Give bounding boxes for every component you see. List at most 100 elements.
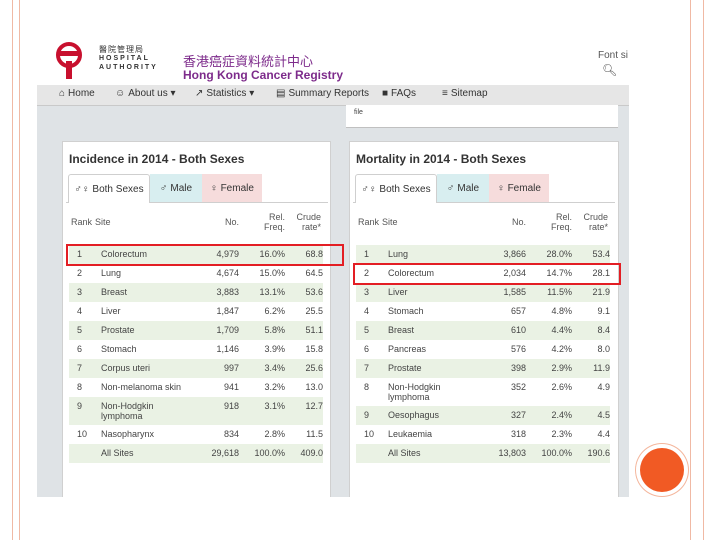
table-row: 7 Corpus uteri 997 3.4% 25.6	[69, 359, 323, 378]
tab-label: Male	[170, 183, 193, 194]
cell-rate: 11.9	[593, 363, 610, 373]
nav-item-statistics[interactable]: ↗ Statistics ▾	[195, 88, 254, 99]
table-row: 10 Leukaemia 318 2.3% 4.4	[356, 425, 610, 444]
table-row: 1 Lung 3,866 28.0% 53.4	[356, 245, 610, 264]
cell-rel: 100.0%	[254, 448, 285, 458]
home-icon: ⌂	[59, 88, 66, 99]
column-header-no: No.	[511, 217, 526, 227]
table-row: 2 Colorectum 2,034 14.7% 28.1	[356, 264, 610, 283]
table-row: 6 Stomach 1,146 3.9% 15.8	[69, 340, 323, 359]
cell-no: 1,585	[503, 287, 526, 297]
cell-rel: 16.0%	[259, 249, 285, 259]
table-row: 3 Liver 1,585 11.5% 21.9	[356, 283, 610, 302]
nav-item-label: Sitemap	[450, 88, 488, 99]
nav-item-label: About us	[128, 88, 168, 99]
cell-rate: 190.6	[587, 448, 610, 458]
top-card: file	[346, 105, 618, 128]
tab-female[interactable]: ♀ Female	[202, 174, 262, 202]
logo-english-line1: HOSPITAL	[99, 55, 150, 62]
nav-item-sitemap[interactable]: ≡ Sitemap	[442, 88, 488, 99]
tab-both-sexes[interactable]: ♂♀ Both Sexes	[355, 174, 437, 203]
cell-rel: 3.4%	[264, 363, 285, 373]
cell-rank: 1	[364, 249, 370, 259]
cell-site: Breast	[101, 287, 128, 297]
incidence-panel: Incidence in 2014 - Both Sexes ♂♀ Both Se…	[62, 141, 331, 497]
cell-site: Non-Hodgkin lymphoma	[388, 382, 441, 402]
table-row: 7 Prostate 398 2.9% 11.9	[356, 359, 610, 378]
male-icon: ♂	[159, 183, 168, 194]
table-row: All Sites 13,803 100.0% 190.6	[356, 444, 610, 463]
table-row: 10 Nasopharynx 834 2.8% 11.5	[69, 425, 323, 444]
cell-rank: 10	[364, 429, 375, 439]
logo-english-line2: AUTHORITY	[99, 64, 158, 71]
cell-no: 1,709	[216, 325, 239, 335]
tab-male[interactable]: ♂ Male	[150, 174, 202, 202]
cell-no: 29,618	[211, 448, 239, 458]
cell-no: 834	[223, 429, 239, 439]
table-row: 4 Stomach 657 4.8% 9.1	[356, 302, 610, 321]
cell-rate: 51.1	[305, 325, 323, 335]
cell-rank: 7	[364, 363, 370, 373]
table-row: 4 Liver 1,847 6.2% 25.5	[69, 302, 323, 321]
nav-item-about-us[interactable]: ☺ About us ▾	[115, 88, 176, 99]
cell-rel: 13.1%	[259, 287, 285, 297]
cell-site: Non-Hodgkin lymphoma	[101, 401, 154, 421]
cell-rel: 2.4%	[551, 410, 572, 420]
cell-rank: 6	[364, 344, 370, 354]
incidence-title: Incidence in 2014 - Both Sexes	[69, 152, 245, 166]
cell-rate: 25.6	[305, 363, 323, 373]
cell-rate: 11.5	[306, 429, 323, 439]
tab-male[interactable]: ♂ Male	[437, 174, 489, 202]
tab-female[interactable]: ♀ Female	[489, 174, 549, 202]
nav-item-summary-reports[interactable]: ▤ Summary Reports	[276, 88, 369, 99]
cell-rank: 8	[77, 382, 83, 392]
column-header-rank: Rank	[358, 217, 380, 227]
cell-rel: 2.8%	[264, 429, 285, 439]
female-icon: ♀	[497, 183, 505, 194]
cell-rel: 100.0%	[541, 448, 572, 458]
cell-rank: 6	[77, 344, 83, 354]
tab-both-sexes[interactable]: ♂♀ Both Sexes	[68, 174, 150, 203]
cell-rate: 28.1	[592, 268, 610, 278]
cell-rank: 7	[77, 363, 83, 373]
cell-no: 657	[510, 306, 526, 316]
cell-rate: 4.9	[597, 382, 610, 392]
table-row: 5 Prostate 1,709 5.8% 51.1	[69, 321, 323, 340]
cell-no: 4,979	[216, 249, 239, 259]
nav-item-home[interactable]: ⌂ Home	[59, 88, 95, 99]
top-card-text: file	[354, 109, 363, 116]
table-row: 9 Non-Hodgkin lymphoma 918 3.1% 12.7	[69, 397, 323, 425]
sitemap-icon: ≡	[442, 88, 448, 99]
cell-site: Oesophagus	[388, 410, 440, 420]
highlight-box-colorectum-incidence	[66, 244, 344, 266]
nav-item-label: Summary Reports	[288, 88, 370, 99]
search-icon[interactable]: 🔍︎	[602, 63, 618, 77]
cell-no: 3,866	[503, 249, 526, 259]
column-header-rank: Rank	[71, 217, 93, 227]
table-row: 8 Non-melanoma skin 941 3.2% 13.0	[69, 378, 323, 397]
cell-rank: 4	[364, 306, 370, 316]
cell-no: 1,146	[216, 344, 239, 354]
incidence-tabs: ♂♀ Both Sexes ♂ Male ♀ Female	[66, 174, 328, 203]
cell-rank: 9	[77, 401, 83, 411]
cell-rank: 2	[77, 268, 83, 278]
font-size-label[interactable]: Font si	[598, 50, 629, 61]
hospital-authority-logo[interactable]	[51, 41, 87, 81]
cell-rank: 4	[77, 306, 83, 316]
cell-no: 327	[510, 410, 526, 420]
registry-chinese-name: 香港癌症資料統計中心	[183, 55, 314, 70]
cell-rel: 6.2%	[264, 306, 285, 316]
female-icon: ♀	[210, 183, 218, 194]
cell-site: All Sites	[388, 448, 421, 458]
cell-rate: 12.7	[305, 401, 323, 411]
cell-rank: 2	[364, 268, 370, 278]
mortality-title: Mortality in 2014 - Both Sexes	[356, 152, 527, 166]
table-row: 8 Non-Hodgkin lymphoma 352 2.6% 4.9	[356, 378, 610, 406]
cell-site: Colorectum	[101, 249, 148, 259]
cell-site: All Sites	[101, 448, 134, 458]
cell-no: 576	[510, 344, 526, 354]
cell-no: 3,883	[216, 287, 239, 297]
nav-item-faqs[interactable]: ■ FAQs	[382, 88, 416, 99]
main-nav: ⌂ Home ☺ About us ▾ ↗ Statistics ▾ ▤ Summary…	[37, 85, 629, 106]
table-row: 9 Oesophagus 327 2.4% 4.5	[356, 406, 610, 425]
